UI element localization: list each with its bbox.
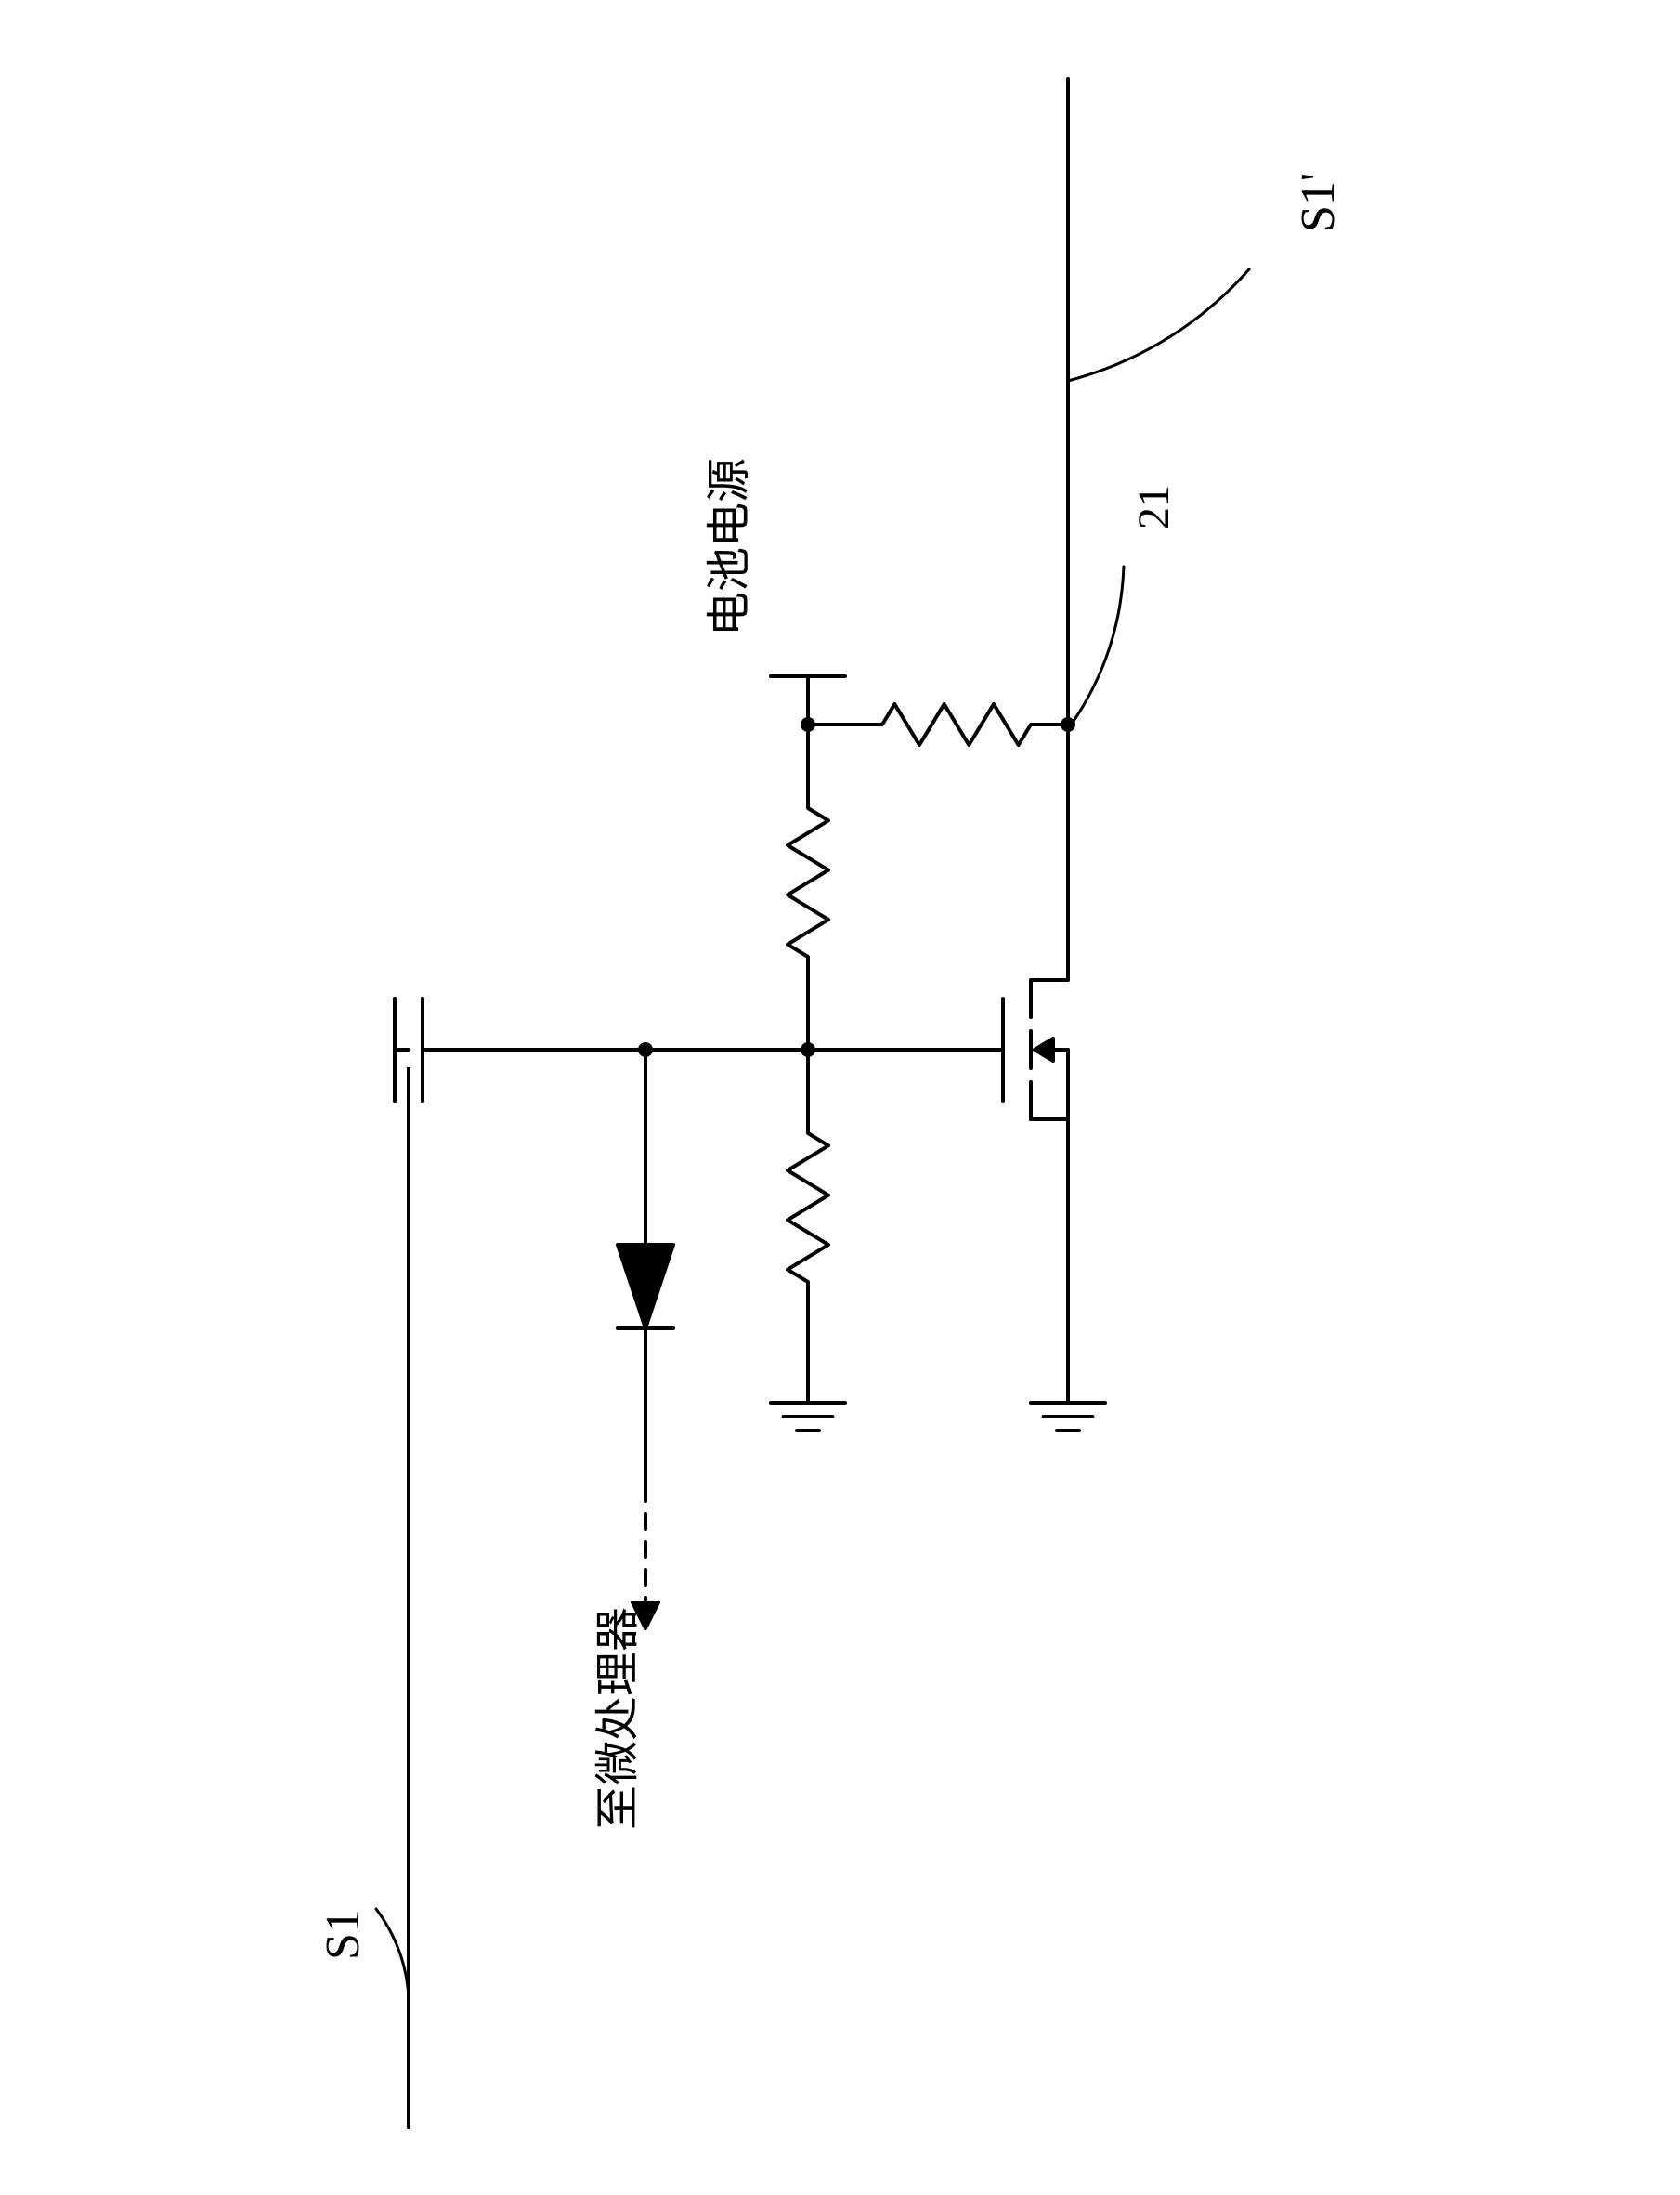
- label-s1: S1: [316, 1909, 371, 1960]
- label-to-microprocessor: 至微处理器: [580, 1607, 645, 1830]
- label-power-source: 电池电源: [692, 458, 757, 636]
- circuit-diagram: [0, 0, 1680, 2195]
- label-s1-prime: S1': [1291, 173, 1346, 232]
- label-21: 21: [1128, 485, 1179, 529]
